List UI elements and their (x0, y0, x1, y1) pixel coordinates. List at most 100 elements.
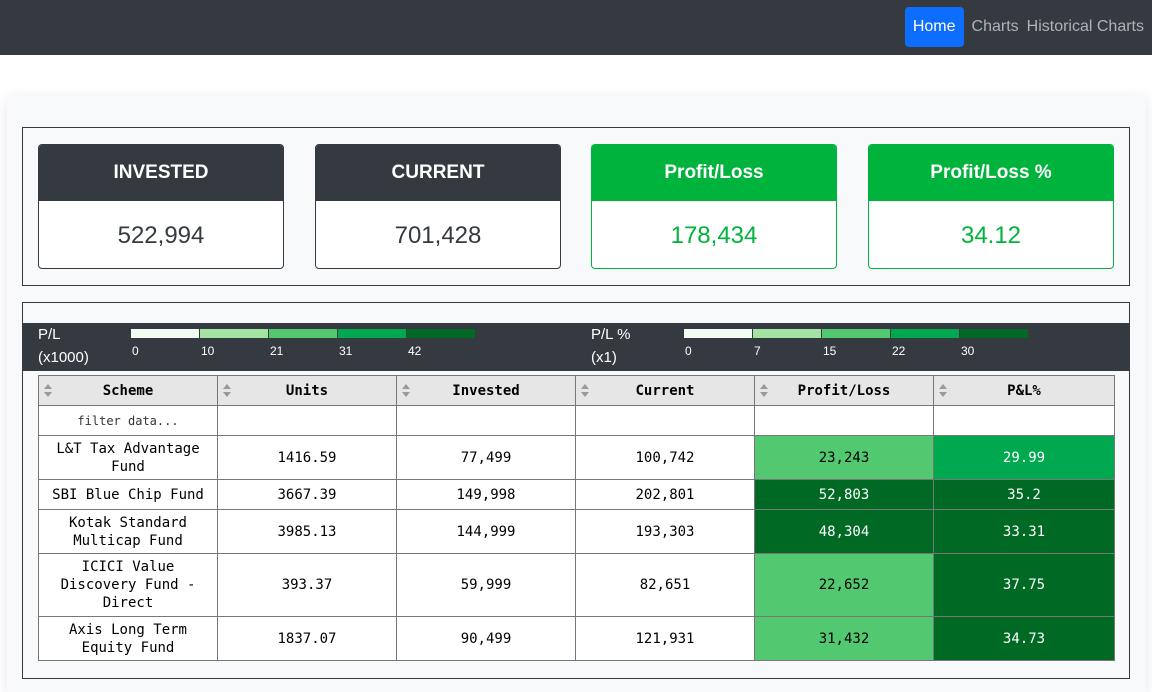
profit-loss-cell: 52,803 (754, 479, 934, 510)
units-cell: 3667.39 (217, 479, 397, 510)
legend-swatch (131, 329, 199, 338)
legend-swatch (200, 329, 268, 338)
legend-tick-label: 15 (823, 344, 837, 358)
sort-icon[interactable] (222, 383, 232, 399)
current-cell: 202,801 (575, 479, 755, 510)
units-cell: 3985.13 (217, 509, 397, 554)
legend-tick-label: 0 (685, 344, 692, 358)
legend-swatch (684, 329, 752, 338)
legend-swatch (407, 329, 475, 338)
column-header-label: P&L% (1007, 382, 1041, 399)
pl-pct-cell: 33.31 (933, 509, 1115, 554)
units-cell: 1837.07 (217, 616, 397, 661)
sort-icon[interactable] (401, 383, 411, 399)
column-header-current[interactable]: Current (575, 375, 755, 406)
column-header-label: Invested (452, 382, 520, 399)
column-header-pl-pct[interactable]: P&L% (933, 375, 1115, 406)
scheme-cell: L&T Tax Advantage Fund (38, 435, 218, 480)
sort-icon[interactable] (43, 383, 53, 399)
filter-cell (933, 405, 1115, 436)
units-cell: 393.37 (217, 553, 397, 617)
legend-swatch (960, 329, 1028, 338)
legend-swatch (891, 329, 959, 338)
legend-tick-label: 30 (961, 344, 975, 358)
profit-loss-pct-card: Profit/Loss % 34.12 (868, 144, 1114, 269)
profit-loss-title: Profit/Loss (592, 145, 836, 201)
profit-loss-value: 178,434 (670, 222, 758, 249)
profit-loss-pct-value: 34.12 (960, 222, 1022, 249)
pl-legend-title: P/L (38, 326, 61, 343)
scheme-cell: ICICI Value Discovery Fund - Direct (38, 553, 218, 617)
filter-cell (217, 405, 397, 436)
table-row: Kotak Standard Multicap Fund 3985.13 144,9… (38, 509, 1115, 554)
pct-legend-unit: (x1) (591, 349, 617, 366)
current-title: CURRENT (316, 145, 560, 201)
filter-cell (38, 405, 218, 436)
pl-pct-cell: 35.2 (933, 479, 1115, 510)
column-header-label: Profit/Loss (797, 382, 891, 399)
profit-loss-cell: 22,652 (754, 553, 934, 617)
column-header-invested[interactable]: Invested (396, 375, 576, 406)
legend-tick-label: 22 (892, 344, 906, 358)
legend-tick-label: 31 (339, 344, 353, 358)
sort-icon[interactable] (759, 383, 769, 399)
filter-cell (754, 405, 934, 436)
sort-icon[interactable] (938, 383, 948, 399)
legend-swatch (822, 329, 890, 338)
profit-loss-cell: 48,304 (754, 509, 934, 554)
table-row: L&T Tax Advantage Fund 1416.59 77,499 100,7… (38, 435, 1115, 480)
legend-tick-label: 10 (201, 344, 215, 358)
nav-charts-link[interactable]: Charts (971, 18, 1019, 35)
profit-loss-cell: 23,243 (754, 435, 934, 480)
table-header-row: Scheme Units Invested Current Profit/Los… (38, 375, 1115, 406)
scheme-cell: Axis Long Term Equity Fund (38, 616, 218, 661)
pl-pct-cell: 29.99 (933, 435, 1115, 480)
invested-cell: 149,998 (396, 479, 576, 510)
profit-loss-cell: 31,432 (754, 616, 934, 661)
profit-loss-pct-title: Profit/Loss % (869, 145, 1113, 201)
invested-title: INVESTED (39, 145, 283, 201)
invested-cell: 59,999 (396, 553, 576, 617)
invested-cell: 90,499 (396, 616, 576, 661)
current-card: CURRENT 701,428 (315, 144, 561, 269)
legend-swatch (269, 329, 337, 338)
legend-tick-label: 21 (270, 344, 284, 358)
column-header-label: Units (285, 382, 329, 399)
legend-tick-label: 0 (132, 344, 139, 358)
current-cell: 82,651 (575, 553, 755, 617)
column-header-units[interactable]: Units (217, 375, 397, 406)
color-legend: P/L (x1000) 0 10 21 31 42 P/L % (x1) 0 7 15 22 3… (23, 323, 1129, 371)
current-cell: 100,742 (575, 435, 755, 480)
filter-cell (396, 405, 576, 436)
invested-value: 522,994 (117, 222, 205, 249)
units-cell: 1416.59 (217, 435, 397, 480)
holdings-table: Scheme Units Invested Current Profit/Los… (38, 375, 1115, 661)
scheme-cell: SBI Blue Chip Fund (38, 479, 218, 510)
invested-cell: 77,499 (396, 435, 576, 480)
nav-historical-charts-link[interactable]: Historical Charts (1026, 18, 1144, 35)
table-row: SBI Blue Chip Fund 3667.39 149,998 202,801 5… (38, 479, 1115, 510)
filter-cell (575, 405, 755, 436)
current-cell: 121,931 (575, 616, 755, 661)
pl-pct-cell: 34.73 (933, 616, 1115, 661)
legend-swatch (753, 329, 821, 338)
nav-home-link[interactable]: Home (904, 7, 964, 47)
pct-legend-title: P/L % (591, 326, 631, 343)
sort-icon[interactable] (580, 383, 590, 399)
profit-loss-card: Profit/Loss 178,434 (591, 144, 837, 269)
nav-links: Home Charts Historical Charts (904, 7, 1148, 47)
legend-tick-label: 42 (408, 344, 422, 358)
column-header-scheme[interactable]: Scheme (38, 375, 218, 406)
filter-row (38, 405, 1115, 436)
table-row: Axis Long Term Equity Fund 1837.07 90,499 1… (38, 616, 1115, 661)
current-value: 701,428 (394, 222, 482, 249)
scheme-filter-input[interactable] (43, 413, 213, 428)
navbar: Home Charts Historical Charts (0, 0, 1152, 55)
pl-pct-cell: 37.75 (933, 553, 1115, 617)
column-header-profit-loss[interactable]: Profit/Loss (754, 375, 934, 406)
invested-cell: 144,999 (396, 509, 576, 554)
column-header-label: Scheme (102, 382, 154, 399)
pl-legend-unit: (x1000) (38, 349, 89, 366)
legend-tick-label: 7 (754, 344, 761, 358)
table-row: ICICI Value Discovery Fund - Direct 393.3… (38, 553, 1115, 617)
